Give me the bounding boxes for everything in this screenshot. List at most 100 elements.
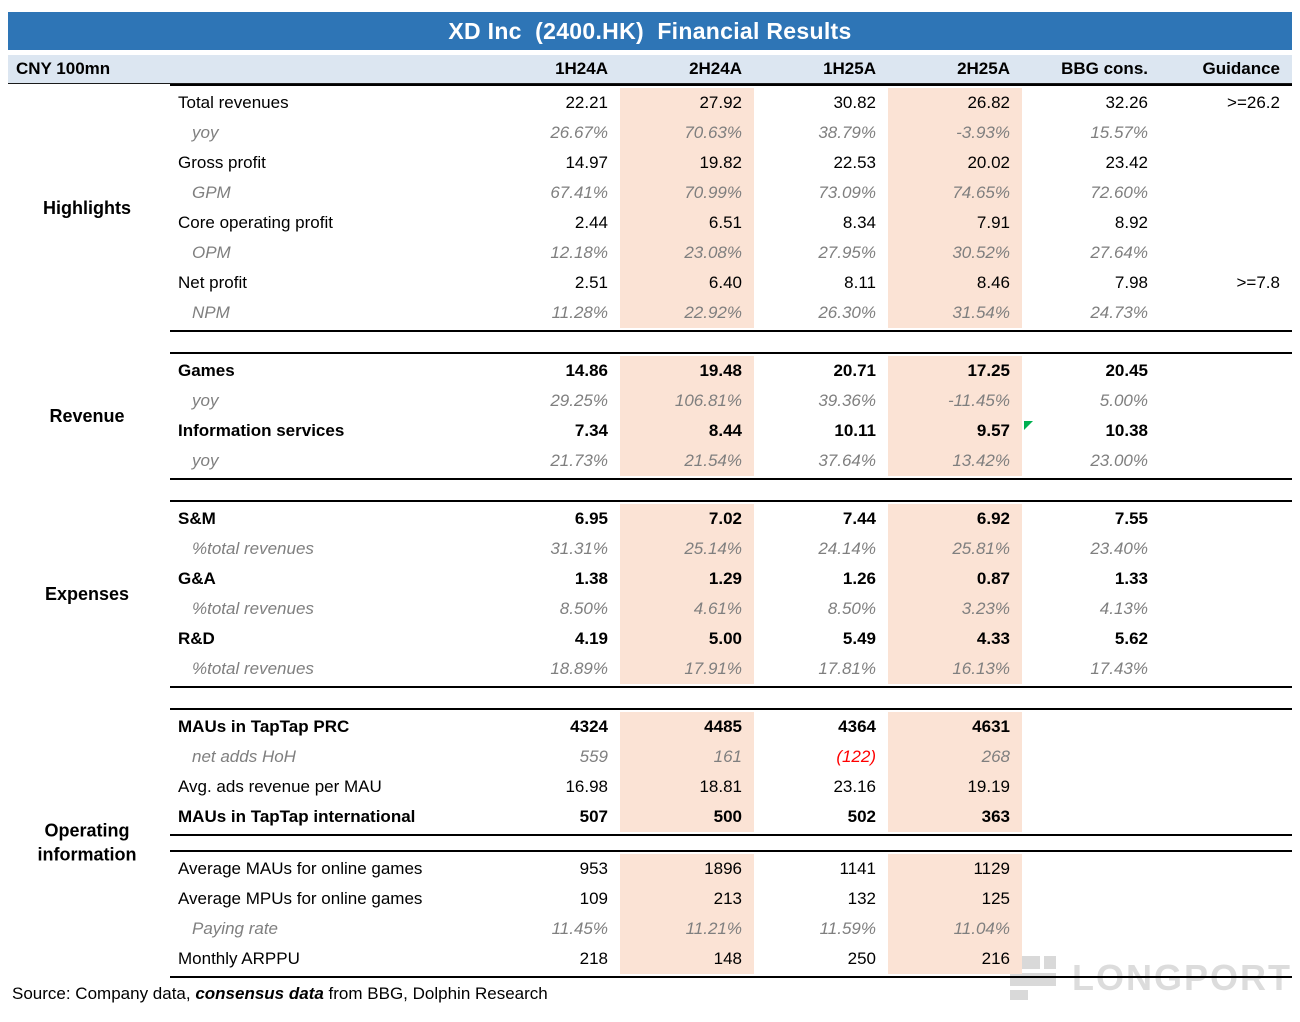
cell-value: 5.00: [708, 629, 742, 648]
cell-value: 5.49: [842, 629, 876, 648]
cell-value: 17.91%: [684, 659, 742, 678]
cell-bbg-cons: 8.92: [1022, 208, 1160, 238]
table-row: Total revenues 22.21 27.92 30.82 26.82 32.26 >…: [170, 88, 1292, 118]
cell-1h25a: 1141: [754, 854, 888, 884]
row-label: Total revenues: [178, 93, 289, 112]
cell-guidance: [1160, 356, 1292, 386]
cell-1h25a: 27.95%: [754, 238, 888, 268]
cell-value: 23.40%: [1090, 539, 1148, 558]
cell-bbg-cons: 15.57%: [1022, 118, 1160, 148]
cell-value: 6.51: [708, 213, 742, 232]
cell-1h25a: 30.82: [754, 88, 888, 118]
section-label: Highlights: [43, 197, 131, 218]
cell-value: 19.82: [699, 153, 742, 172]
cell-value: 6.92: [976, 509, 1010, 528]
cell-value: 8.34: [842, 213, 876, 232]
cell-2h25a: 3.23%: [888, 594, 1022, 624]
cell-value: 502: [847, 807, 876, 826]
cell-value: 23.16: [833, 777, 876, 796]
cell-1h24a: 16.98: [486, 772, 620, 802]
cell-2h25a: 4631: [888, 712, 1022, 742]
cell-2h24a: 4.61%: [620, 594, 754, 624]
cell-1h25a: 5.49: [754, 624, 888, 654]
row-label: S&M: [178, 509, 216, 528]
cell-1h25a: 23.16: [754, 772, 888, 802]
row-label: yoy: [192, 451, 219, 470]
cell-value: 507: [579, 807, 608, 826]
cell-value: 16.13%: [952, 659, 1010, 678]
cell-2h25a: 9.57: [888, 416, 1022, 446]
cell-2h24a: 8.44: [620, 416, 754, 446]
row-label: GPM: [192, 183, 231, 202]
cell-value: 4631: [972, 717, 1010, 736]
cell-1h25a: 4364: [754, 712, 888, 742]
cell-value: 22.21: [565, 93, 608, 112]
table-row: Monthly ARPPU 218 148 250 216: [170, 944, 1292, 974]
cell-bbg-cons: 72.60%: [1022, 178, 1160, 208]
cell-2h24a: 18.81: [620, 772, 754, 802]
cell-value: 15.57%: [1090, 123, 1148, 142]
cell-value: 559: [579, 747, 608, 766]
table-block: Games 14.86 19.48 20.71 17.25 20.45 yoy 29.25% 1…: [170, 352, 1292, 480]
cell-1h25a: 8.34: [754, 208, 888, 238]
cell-2h24a: 161: [620, 742, 754, 772]
comment-marker-icon: [1024, 421, 1033, 430]
cell-value: 8.44: [708, 421, 742, 440]
cell-2h24a: 6.40: [620, 268, 754, 298]
cell-bbg-cons: 24.73%: [1022, 298, 1160, 328]
cell-value: 1.33: [1114, 569, 1148, 588]
cell-value: 5.00%: [1099, 391, 1148, 410]
cell-1h24a: 11.45%: [486, 914, 620, 944]
cell-1h24a: 218: [486, 944, 620, 974]
cell-value: 27.64%: [1090, 243, 1148, 262]
section-operating-information: Operating information MAUs in TapTap PRC 4…: [8, 708, 1292, 978]
cell-value: 23.42: [1105, 153, 1148, 172]
cell-value: 125: [981, 889, 1010, 908]
column-header-1h25a: 1H25A: [823, 59, 876, 78]
cell-value: 953: [579, 859, 608, 878]
cell-bbg-cons: [1022, 712, 1160, 742]
cell-value: 22.53: [833, 153, 876, 172]
cell-2h25a: 31.54%: [888, 298, 1022, 328]
cell-1h25a: 7.44: [754, 504, 888, 534]
cell-value: 74.65%: [952, 183, 1010, 202]
cell-2h24a: 19.82: [620, 148, 754, 178]
cell-guidance: [1160, 712, 1292, 742]
cell-value: 27.95%: [818, 243, 876, 262]
cell-value: 72.60%: [1090, 183, 1148, 202]
cell-value: 25.81%: [952, 539, 1010, 558]
cell-1h24a: 507: [486, 802, 620, 832]
cell-value: 7.55: [1114, 509, 1148, 528]
cell-value: 11.45%: [551, 919, 608, 938]
cell-2h25a: 25.81%: [888, 534, 1022, 564]
cell-2h25a: 1129: [888, 854, 1022, 884]
cell-value: 109: [579, 889, 608, 908]
cell-value: -11.45%: [947, 391, 1010, 410]
source-prefix: Source: Company data,: [12, 984, 196, 1003]
cell-value: 26.30%: [818, 303, 876, 322]
cell-guidance: [1160, 624, 1292, 654]
cell-bbg-cons: [1022, 914, 1160, 944]
cell-1h25a: 1.26: [754, 564, 888, 594]
cell-value: 4.33: [976, 629, 1010, 648]
cell-2h24a: 19.48: [620, 356, 754, 386]
cell-value: 30.52%: [952, 243, 1010, 262]
cell-1h24a: 4324: [486, 712, 620, 742]
cell-guidance: [1160, 446, 1292, 476]
cell-bbg-cons: 32.26: [1022, 88, 1160, 118]
cell-2h24a: 70.99%: [620, 178, 754, 208]
cell-value: 31.54%: [952, 303, 1010, 322]
cell-value: 1141: [839, 859, 876, 878]
section-revenue: Revenue Games 14.86 19.48 20.71 17.25 20.45 yoy…: [8, 352, 1292, 480]
cell-value: 24.14%: [818, 539, 876, 558]
cell-2h24a: 22.92%: [620, 298, 754, 328]
cell-2h24a: 6.51: [620, 208, 754, 238]
cell-2h25a: 268: [888, 742, 1022, 772]
cell-value: 26.67%: [550, 123, 608, 142]
row-label: Monthly ARPPU: [178, 949, 300, 968]
cell-value: 500: [713, 807, 742, 826]
cell-2h25a: 4.33: [888, 624, 1022, 654]
cell-bbg-cons: 5.00%: [1022, 386, 1160, 416]
table-row: R&D 4.19 5.00 5.49 4.33 5.62: [170, 624, 1292, 654]
cell-value: 20.71: [833, 361, 876, 380]
